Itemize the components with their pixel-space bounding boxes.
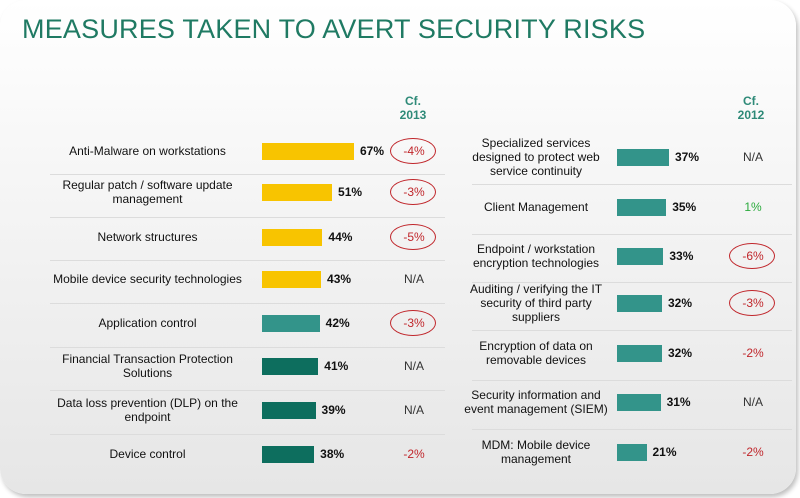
comparison-value: N/A [403, 272, 424, 286]
data-label: 31% [666, 395, 691, 409]
category-label: Application control [98, 316, 197, 330]
bar [617, 394, 661, 411]
category-label: Regular patch / software update manageme… [62, 178, 233, 206]
comparison-value: -4% [390, 138, 436, 164]
row-divider [50, 346, 445, 348]
row-divider [50, 260, 445, 261]
bar [617, 345, 662, 362]
comparison-value: -5% [390, 224, 436, 250]
data-label: 42% [325, 316, 350, 330]
bar [262, 402, 316, 419]
data-label: 21% [652, 445, 677, 459]
comparison-value: -3% [390, 310, 436, 336]
category-label: Financial Transaction Protection Solutio… [62, 352, 233, 380]
category-label: Security information and event managemen… [464, 388, 608, 416]
data-label: 43% [327, 272, 352, 286]
bar [262, 184, 333, 201]
comparison-value: -2% [742, 346, 764, 360]
right-comparison-header: Cf. 2012 [737, 94, 765, 122]
data-label: 67% [360, 144, 385, 158]
comparison-value: N/A [403, 359, 424, 373]
row-divider [472, 330, 792, 331]
row-divider [472, 233, 792, 235]
bar [262, 229, 323, 246]
category-label: Encryption of data on removable devices [479, 339, 593, 367]
category-label: Device control [109, 447, 186, 461]
comparison-value: -6% [729, 243, 775, 269]
row-divider [50, 303, 445, 304]
data-label: 33% [669, 249, 694, 263]
row-divider [50, 173, 445, 175]
category-label: Auditing / verifying the IT security of … [469, 282, 603, 324]
page-title: MEASURES TAKEN TO AVERT SECURITY RISKS [22, 14, 646, 44]
row-divider [50, 216, 445, 218]
bar [262, 271, 322, 288]
data-label: 51% [338, 185, 363, 199]
row-divider [472, 281, 792, 283]
data-label: 44% [328, 230, 353, 244]
left-comparison-header: Cf. 2013 [399, 94, 427, 122]
data-label: 32% [667, 296, 692, 310]
bar [617, 149, 669, 166]
category-label: MDM: Mobile device management [481, 438, 591, 466]
category-label: Data loss prevention (DLP) on the endpoi… [57, 396, 238, 424]
bar [262, 446, 315, 463]
category-label: Network structures [97, 230, 198, 244]
comparison-value: -3% [390, 179, 436, 205]
bar [262, 358, 319, 375]
category-label: Endpoint / workstation encryption techno… [472, 242, 600, 270]
bar [262, 143, 354, 160]
row-divider [472, 429, 792, 430]
row-divider [50, 390, 445, 391]
row-divider [472, 184, 792, 185]
comparison-value: 1% [744, 200, 762, 214]
bar [617, 295, 662, 312]
bar [617, 199, 667, 216]
category-label: Anti-Malware on workstations [69, 144, 226, 158]
comparison-value: -2% [403, 447, 425, 461]
data-label: 37% [675, 150, 700, 164]
bar [617, 248, 664, 265]
category-label: Client Management [483, 200, 589, 214]
data-label: 41% [324, 359, 349, 373]
data-label: 38% [320, 447, 345, 461]
comparison-value: N/A [742, 150, 763, 164]
data-label: 32% [667, 346, 692, 360]
data-label: 39% [321, 403, 346, 417]
row-divider [50, 434, 445, 435]
bar [617, 444, 647, 461]
category-label: Specialized services designed to protect… [472, 136, 600, 178]
comparison-value: N/A [403, 403, 424, 417]
category-label: Mobile device security technologies [53, 272, 242, 286]
comparison-value: N/A [742, 395, 763, 409]
comparison-value: -3% [729, 290, 775, 316]
row-divider [472, 379, 792, 381]
data-label: 35% [672, 200, 697, 214]
comparison-value: -2% [742, 445, 764, 459]
bar [262, 315, 320, 332]
